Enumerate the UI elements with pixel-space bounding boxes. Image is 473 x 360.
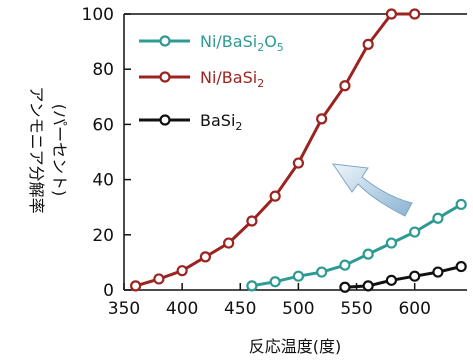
series-3-point-1 (362, 280, 374, 292)
legend-label: Ni/BaSi2O5 (200, 32, 284, 54)
series-2 (130, 8, 421, 292)
series-3-point-5 (455, 260, 467, 273)
series-2-point-4 (223, 237, 235, 249)
legend: Ni/BaSi2O5 Ni/BaSi2 BaSi2 (139, 32, 284, 133)
series-3-point-4 (432, 266, 444, 278)
series-3 (339, 260, 467, 293)
y-tick-label-0: 0 (103, 281, 114, 301)
y-tick-label-4: 80 (92, 60, 114, 80)
legend-entry-series-3: BaSi2 (139, 111, 242, 133)
x-tick-label-1: 400 (166, 299, 198, 319)
series-2-point-5 (246, 215, 258, 227)
series-3-point-3 (409, 270, 421, 282)
series-1-point-5 (362, 248, 374, 260)
series-2-point-8 (316, 113, 328, 125)
series-2-point-9 (339, 80, 351, 92)
series-2-point-0 (130, 280, 142, 292)
series-1-line (251, 203, 462, 288)
series-2-point-12 (409, 8, 421, 20)
series-1-point-8 (432, 212, 444, 224)
legend-entry-series-1: Ni/BaSi2O5 (139, 32, 284, 54)
legend-swatch-marker (159, 114, 171, 126)
y-tick-label-5: 100 (82, 5, 114, 25)
series-2-point-11 (385, 8, 398, 20)
x-tick-label-2: 450 (224, 299, 256, 319)
series-3-line (344, 265, 462, 289)
legend-swatch-marker (159, 35, 171, 47)
series-2-point-3 (199, 251, 211, 263)
x-tick-label-4: 550 (340, 299, 372, 319)
x-tick-label-3: 500 (282, 299, 314, 319)
series-1-point-2 (292, 270, 305, 282)
series-1-point-7 (409, 226, 421, 238)
curved-arrow-annotation (331, 163, 413, 217)
y-tick-label-3: 60 (92, 115, 114, 135)
x-axis-title: 反応温度(度) (249, 337, 342, 356)
series-1-point-1 (269, 276, 281, 288)
axis-ticks: 350 400 450 500 550 600 0 20 40 60 80 100 (82, 5, 431, 319)
y-tick-label-1: 20 (92, 226, 114, 246)
x-tick-label-5: 600 (398, 299, 430, 319)
series-3-point-2 (385, 274, 398, 286)
series-layer (130, 8, 467, 293)
series-1-point-0 (246, 280, 258, 292)
series-2-point-6 (269, 190, 281, 202)
series-2-line (135, 12, 415, 288)
legend-swatch-marker (159, 71, 171, 83)
series-2-point-10 (362, 38, 374, 50)
series-1-point-4 (339, 259, 351, 271)
legend-label: BaSi2 (200, 111, 242, 133)
legend-entry-series-2: Ni/BaSi2 (139, 68, 264, 90)
legend-label: Ni/BaSi2 (200, 68, 264, 90)
series-2-point-7 (292, 157, 305, 169)
series-2-point-2 (176, 265, 188, 277)
y-axis-title-line2: アンモニア分解率 (27, 86, 46, 213)
y-axis-title-line1: (パーセント) (50, 104, 69, 197)
series-1 (246, 198, 467, 292)
series-1-point-6 (385, 237, 398, 249)
series-1-point-3 (316, 266, 328, 278)
series-3-point-0 (339, 281, 351, 293)
x-tick-label-0: 350 (108, 299, 140, 319)
series-1-point-9 (455, 198, 467, 211)
y-tick-label-2: 40 (92, 171, 114, 191)
series-2-point-1 (153, 273, 165, 285)
